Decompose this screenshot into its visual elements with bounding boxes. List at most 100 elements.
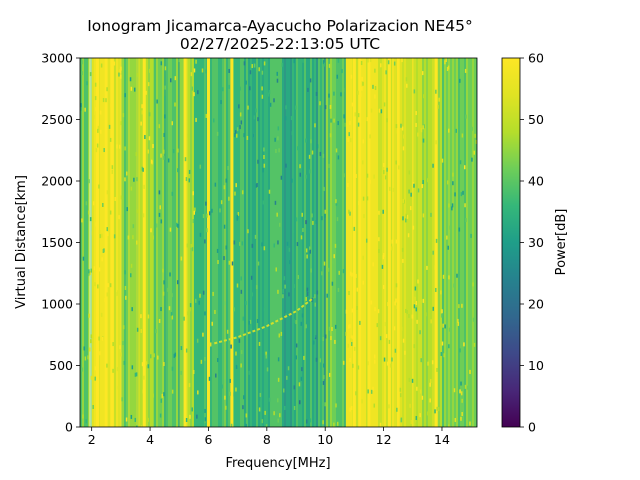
noise-speck [395,298,397,303]
heatmap-strip [186,58,188,427]
noise-speck [282,294,284,299]
heatmap-strip [424,58,426,427]
noise-speck [417,188,420,193]
heatmap-strip [228,58,230,427]
noise-speck [85,419,87,424]
noise-speck [94,366,97,371]
noise-speck [328,163,330,168]
noise-speck [251,292,254,297]
noise-speck [119,352,122,357]
x-tick-label: 10 [317,432,333,447]
noise-speck [411,314,414,319]
noise-speck [319,101,321,106]
noise-speck [446,235,448,240]
noise-speck [108,173,110,178]
heatmap-strip [260,58,262,427]
noise-speck [429,382,431,387]
noise-speck [204,423,207,427]
noise-speck [273,98,275,103]
noise-speck [309,246,311,251]
noise-speck [195,117,197,122]
noise-speck [132,224,135,229]
noise-speck [241,241,244,246]
noise-speck [80,103,82,108]
noise-speck [395,160,397,165]
heatmap-strip [276,58,278,427]
noise-speck [188,169,191,174]
noise-speck [457,321,460,326]
noise-speck [160,96,162,101]
noise-speck [231,261,234,266]
noise-speck [444,324,446,329]
noise-speck [126,207,128,212]
noise-speck [338,270,340,275]
heatmap-strip [382,58,384,427]
noise-speck [406,83,408,88]
noise-speck [111,165,114,170]
noise-speck [191,247,194,252]
noise-speck [337,155,340,160]
noise-speck [413,304,416,309]
noise-speck [194,298,197,303]
noise-speck [98,184,100,189]
heatmap-strip [84,58,86,427]
noise-speck [192,191,194,196]
noise-speck [302,228,304,233]
noise-speck [205,69,207,74]
noise-speck [409,403,411,408]
noise-speck [126,171,128,176]
noise-speck [429,379,432,384]
noise-speck [326,293,328,298]
x-tick-label: 12 [376,432,392,447]
noise-speck [349,211,351,216]
heatmap-strip [356,58,358,427]
noise-speck [328,93,330,98]
noise-speck [101,257,103,262]
noise-speck [426,411,429,416]
noise-speck [230,344,232,349]
heatmap-strip [320,58,322,427]
noise-speck [367,389,369,394]
noise-speck [171,389,174,394]
noise-speck [251,64,253,69]
heatmap-strip [102,58,104,427]
noise-speck [372,84,374,89]
noise-speck [253,115,256,120]
noise-speck [188,383,191,388]
noise-speck [243,61,246,66]
noise-speck [383,102,386,107]
noise-speck [474,133,476,138]
noise-speck [99,234,101,239]
noise-speck [223,224,226,229]
heatmap-strip [258,58,260,427]
noise-speck [432,163,434,168]
noise-speck [423,124,425,129]
noise-speck [441,309,443,314]
noise-speck [453,283,455,288]
noise-speck [415,111,417,116]
noise-speck [440,352,443,357]
noise-speck [333,286,336,291]
noise-speck [309,418,312,423]
noise-speck [335,148,338,153]
noise-speck [400,418,403,423]
noise-speck [300,321,303,326]
noise-speck [295,355,298,360]
noise-speck [255,285,258,290]
noise-speck [142,213,145,218]
noise-speck [171,121,174,126]
noise-speck [456,273,458,278]
noise-speck [199,232,202,237]
heatmap-strip [218,58,220,427]
noise-speck [98,267,101,272]
noise-speck [116,292,118,297]
heatmap-strip [380,58,382,427]
heatmap-strip [166,58,168,427]
heatmap-strip [214,58,216,427]
noise-speck [347,324,350,329]
noise-speck [351,335,353,340]
noise-speck [432,250,434,255]
noise-speck [87,210,90,215]
heatmap-strip [444,58,446,427]
heatmap-strip [290,58,292,427]
